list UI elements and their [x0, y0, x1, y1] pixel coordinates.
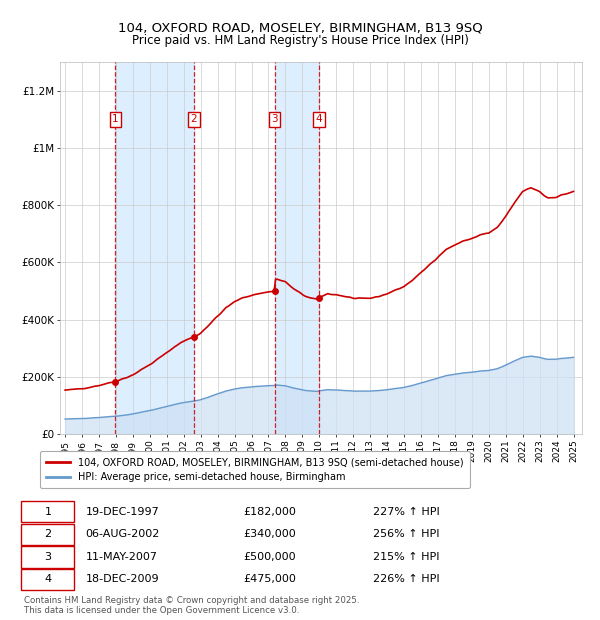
Text: 227% ↑ HPI: 227% ↑ HPI — [373, 507, 440, 517]
Text: 104, OXFORD ROAD, MOSELEY, BIRMINGHAM, B13 9SQ: 104, OXFORD ROAD, MOSELEY, BIRMINGHAM, B… — [118, 22, 482, 35]
Legend: 104, OXFORD ROAD, MOSELEY, BIRMINGHAM, B13 9SQ (semi-detached house), HPI: Avera: 104, OXFORD ROAD, MOSELEY, BIRMINGHAM, B… — [40, 451, 470, 488]
Text: 11-MAY-2007: 11-MAY-2007 — [86, 552, 158, 562]
Text: 1: 1 — [112, 114, 119, 124]
Text: £475,000: £475,000 — [244, 574, 296, 585]
Text: 18-DEC-2009: 18-DEC-2009 — [86, 574, 160, 585]
FancyBboxPatch shape — [21, 546, 74, 567]
Text: 215% ↑ HPI: 215% ↑ HPI — [373, 552, 440, 562]
Text: 4: 4 — [316, 114, 322, 124]
FancyBboxPatch shape — [21, 501, 74, 523]
Text: 06-AUG-2002: 06-AUG-2002 — [86, 529, 160, 539]
Text: 3: 3 — [44, 552, 52, 562]
Text: 3: 3 — [271, 114, 278, 124]
Text: £340,000: £340,000 — [244, 529, 296, 539]
Text: 226% ↑ HPI: 226% ↑ HPI — [373, 574, 440, 585]
Bar — [115, 62, 194, 434]
Text: 2: 2 — [44, 529, 52, 539]
Text: Price paid vs. HM Land Registry's House Price Index (HPI): Price paid vs. HM Land Registry's House … — [131, 34, 469, 47]
Text: £500,000: £500,000 — [244, 552, 296, 562]
Text: Contains HM Land Registry data © Crown copyright and database right 2025.
This d: Contains HM Land Registry data © Crown c… — [23, 596, 359, 615]
Text: 4: 4 — [44, 574, 52, 585]
FancyBboxPatch shape — [21, 524, 74, 545]
Text: 2: 2 — [190, 114, 197, 124]
Bar — [275, 62, 319, 434]
Text: 1: 1 — [44, 507, 52, 517]
Text: 19-DEC-1997: 19-DEC-1997 — [86, 507, 160, 517]
Text: £182,000: £182,000 — [244, 507, 296, 517]
Text: 256% ↑ HPI: 256% ↑ HPI — [373, 529, 440, 539]
FancyBboxPatch shape — [21, 569, 74, 590]
